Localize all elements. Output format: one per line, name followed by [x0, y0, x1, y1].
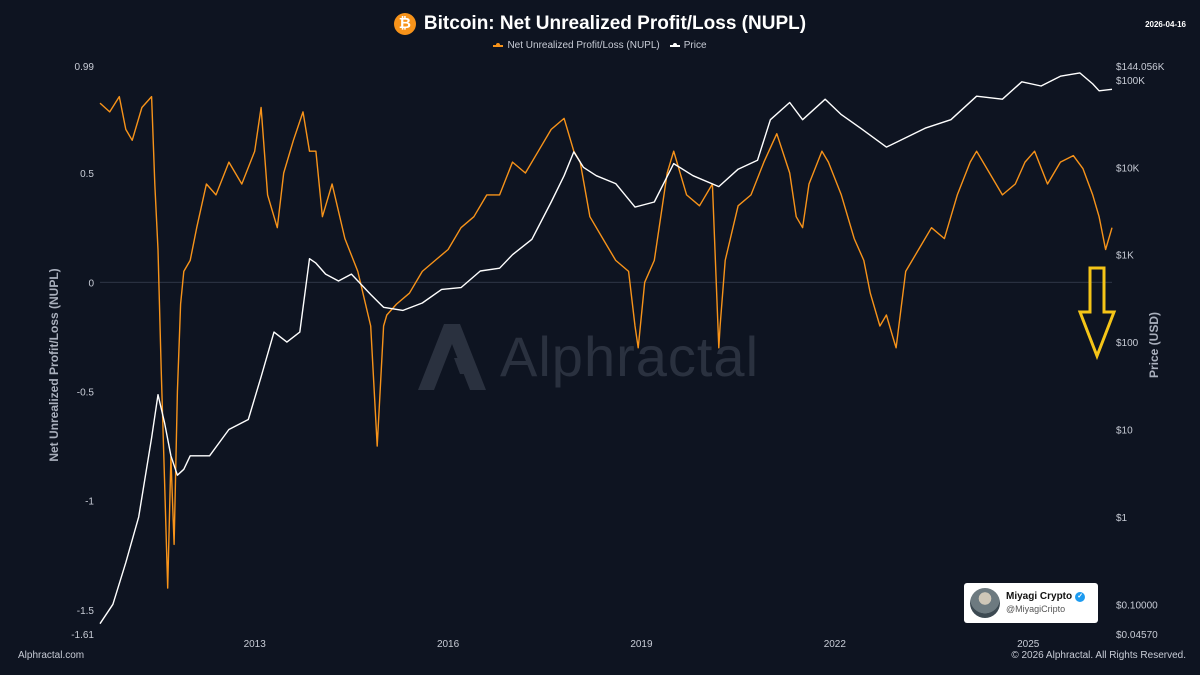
footer-site-link[interactable]: Alphractal.com: [18, 650, 85, 661]
footer-copyright: © 2026 Alphractal. All Rights Reserved.: [1011, 650, 1186, 661]
legend-item-price[interactable]: Price: [669, 40, 707, 51]
legend-label-price: Price: [683, 40, 707, 51]
y2-tick-label: $144.056K: [1116, 62, 1165, 73]
y2-tick-label: $1K: [1116, 251, 1134, 262]
y2-axis-ticks: $144.056K $100K $10K $1K $100 $10 $1 $0.10000 $0…: [1116, 62, 1165, 641]
nupl-series-line: [99, 95, 1113, 589]
x-tick-label: 2013: [244, 639, 267, 650]
y2-axis-label: Price (USD): [1147, 312, 1161, 378]
x-tick-label: 2019: [630, 639, 653, 650]
y2-tick-label: $0.04570: [1116, 630, 1158, 641]
y-tick-label: -1.61: [71, 630, 94, 641]
chart-legend: Net Unrealized Profit/Loss (NUPL) Price: [0, 40, 1200, 51]
legend-item-nupl[interactable]: Net Unrealized Profit/Loss (NUPL): [493, 40, 660, 51]
price-series-line: [99, 72, 1113, 625]
bitcoin-icon: ₿: [393, 13, 416, 35]
author-name-text: Miyagi Crypto: [1006, 591, 1073, 602]
x-tick-label: 2022: [824, 639, 847, 650]
y-tick-label: 0.5: [80, 169, 94, 180]
y2-tick-label: $100K: [1116, 76, 1145, 87]
y-tick-label: -0.5: [77, 388, 95, 399]
chart-date: 2026-04-16: [1145, 20, 1186, 29]
author-badge[interactable]: Miyagi Crypto ✓ @MiyagiCripto: [964, 583, 1098, 623]
y-tick-label: 0: [88, 278, 94, 289]
y-tick-label: 0.99: [75, 62, 95, 73]
x-tick-label: 2016: [437, 639, 460, 650]
legend-swatch-nupl: [493, 42, 504, 47]
y2-tick-label: $0.10000: [1116, 600, 1158, 611]
author-name: Miyagi Crypto ✓: [1006, 590, 1086, 603]
x-tick-label: 2025: [1017, 639, 1040, 650]
series-layer: [99, 72, 1113, 625]
avatar: [970, 588, 1000, 618]
verified-check-icon: ✓: [1075, 591, 1086, 602]
y-tick-label: -1: [85, 497, 94, 508]
chart-title: Bitcoin: Net Unrealized Profit/Loss (NUP…: [423, 13, 807, 34]
y-axis-label: Net Unrealized Profit/Loss (NUPL): [47, 268, 61, 461]
y2-tick-label: $10: [1116, 425, 1133, 436]
y-axis-ticks: 0.99 0.5 0 -0.5 -1 -1.5 -1.61: [71, 62, 94, 641]
legend-label-nupl: Net Unrealized Profit/Loss (NUPL): [507, 40, 660, 51]
x-axis-ticks: 2013 2016 2019 2022 2025: [244, 639, 1040, 650]
legend-swatch-price: [669, 42, 680, 47]
y2-tick-label: $10K: [1116, 163, 1140, 174]
chart-header: ₿ Bitcoin: Net Unrealized Profit/Loss (N…: [0, 9, 1200, 39]
y2-tick-label: $1: [1116, 513, 1128, 524]
y-tick-label: -1.5: [77, 606, 95, 617]
down-arrow-icon: [1077, 266, 1117, 361]
author-handle: @MiyagiCripto: [1006, 604, 1066, 614]
y2-tick-label: $100: [1116, 338, 1139, 349]
